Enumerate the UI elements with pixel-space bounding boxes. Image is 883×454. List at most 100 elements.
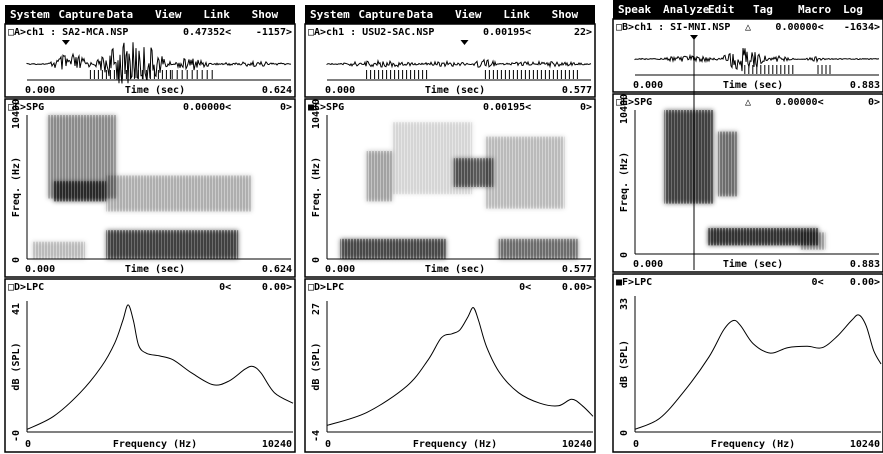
menu-item[interactable]: Link xyxy=(203,8,230,21)
cursor-triangle xyxy=(61,40,70,45)
x-end-label: 0.624 xyxy=(262,264,292,275)
y-axis-label: 10400 xyxy=(619,94,630,124)
x-end-label: 10240 xyxy=(850,439,880,450)
x-start-label: 0.000 xyxy=(325,264,355,275)
x-end-label: 0.624 xyxy=(262,85,292,96)
x-axis-label: Time (sec) xyxy=(425,263,485,275)
menu-item[interactable]: Tag xyxy=(753,3,773,16)
window-label: ■F>LPC xyxy=(616,277,652,288)
menu-item[interactable]: View xyxy=(155,8,182,21)
window-label: □D>LPC xyxy=(308,282,344,293)
y-axis-label: 27 xyxy=(311,303,322,315)
event-ticks xyxy=(89,70,213,79)
energy-texture xyxy=(393,122,473,195)
waveform-window xyxy=(304,23,596,98)
energy-texture xyxy=(340,238,446,259)
event-ticks xyxy=(366,70,578,79)
x-axis-label: Time (sec) xyxy=(425,84,485,96)
lpc-curve xyxy=(326,307,594,426)
menu-item[interactable]: Macro xyxy=(798,3,831,16)
menu-item[interactable]: Link xyxy=(503,8,530,21)
y-axis-label: 0 xyxy=(311,257,322,263)
lpc-window xyxy=(304,278,596,453)
cursor-readout: 0.00000< xyxy=(775,22,823,33)
menu-item[interactable]: Speak xyxy=(618,3,651,16)
y-axis-label: 33 xyxy=(619,298,630,310)
lpc-window xyxy=(612,273,883,453)
y-axis-label: -4 xyxy=(311,430,322,442)
y-axis-label: 0 xyxy=(11,257,22,263)
cursor-readout: 0.47352< xyxy=(183,27,231,38)
x-axis-label: Frequency (Hz) xyxy=(413,439,497,450)
energy-texture xyxy=(800,232,826,250)
window-label: □B>ch1 : SI-MNI.NSP xyxy=(616,22,730,33)
y-axis-label: dB (SPL) xyxy=(311,342,322,390)
lpc-curve xyxy=(26,304,294,430)
x-axis-label: Time (sec) xyxy=(125,263,185,275)
energy-texture xyxy=(32,241,86,259)
y-axis-label: Freq. (Hz) xyxy=(619,152,630,212)
window-label: □E>SPG xyxy=(616,97,652,108)
y-axis-label: 41 xyxy=(11,303,22,315)
menu-item[interactable]: Log xyxy=(843,3,863,16)
energy-texture xyxy=(708,228,818,246)
energy-texture xyxy=(106,175,252,212)
y-axis-label: 10400 xyxy=(11,99,22,129)
menu-item[interactable]: Capture xyxy=(358,8,405,21)
energy-texture xyxy=(106,230,239,259)
waveform xyxy=(26,42,292,84)
x-axis-label: Time (sec) xyxy=(723,258,783,270)
x-axis-label: Time (sec) xyxy=(125,84,185,96)
value-readout: -1634> xyxy=(844,22,880,33)
cursor-readout: 0.00000< xyxy=(775,97,823,108)
x-end-label: 10240 xyxy=(262,439,292,450)
menu-bar xyxy=(613,0,883,19)
menu-item[interactable]: Edit xyxy=(708,3,735,16)
x-end-label: 0.577 xyxy=(562,264,592,275)
window-label: □A>ch1 : SA2-MCA.NSP xyxy=(8,27,128,38)
menu-item[interactable]: Capture xyxy=(58,8,105,21)
lpc-curve xyxy=(634,314,882,430)
x-axis-label: Time (sec) xyxy=(723,79,783,91)
energy-texture xyxy=(498,238,578,259)
menu-item[interactable]: Analyze xyxy=(663,3,710,16)
x-axis-label: Frequency (Hz) xyxy=(113,439,197,450)
cursor-readout: 0< xyxy=(519,282,531,293)
x-axis-label: Frequency (Hz) xyxy=(711,439,795,450)
waveform xyxy=(326,58,592,69)
menu-item[interactable]: Data xyxy=(107,8,133,21)
menu-item[interactable]: System xyxy=(10,8,50,21)
y-axis-label: 10400 xyxy=(311,99,322,129)
cursor-readout: 0.00195< xyxy=(483,102,531,113)
x-start-label: 0 xyxy=(25,439,31,450)
menu-item[interactable]: View xyxy=(455,8,482,21)
menu-bar xyxy=(5,5,295,24)
lpc-window xyxy=(4,278,296,453)
energy-texture xyxy=(717,131,738,197)
menu-item[interactable]: Data xyxy=(407,8,434,21)
x-start-label: 0.000 xyxy=(633,80,663,91)
value-readout: 0> xyxy=(280,102,292,113)
y-axis-label: 0 xyxy=(619,430,630,436)
menu-item[interactable]: Show xyxy=(252,8,279,21)
menu-item[interactable]: System xyxy=(310,8,350,21)
menu-item[interactable]: Show xyxy=(552,8,579,21)
y-axis-label: Freq. (Hz) xyxy=(311,157,322,217)
x-start-label: 0.000 xyxy=(633,259,663,270)
waveform-window xyxy=(4,23,296,98)
value-readout: 0> xyxy=(868,97,880,108)
cursor-readout: 0< xyxy=(812,277,824,288)
y-axis-label: 0 xyxy=(619,252,630,258)
window-label: ■C>SPG xyxy=(308,102,344,113)
energy-texture xyxy=(664,110,714,204)
x-start-label: 0.000 xyxy=(25,264,55,275)
cursor-readout: 0.00000< xyxy=(183,102,231,113)
x-start-label: 0 xyxy=(325,439,331,450)
window-label: □D>LPC xyxy=(8,282,44,293)
x-end-label: 0.577 xyxy=(562,85,592,96)
cursor-triangle xyxy=(690,35,698,40)
x-end-label: 0.883 xyxy=(850,259,880,270)
energy-texture xyxy=(53,181,107,202)
x-end-label: 10240 xyxy=(562,439,592,450)
marker: △ xyxy=(745,22,751,33)
